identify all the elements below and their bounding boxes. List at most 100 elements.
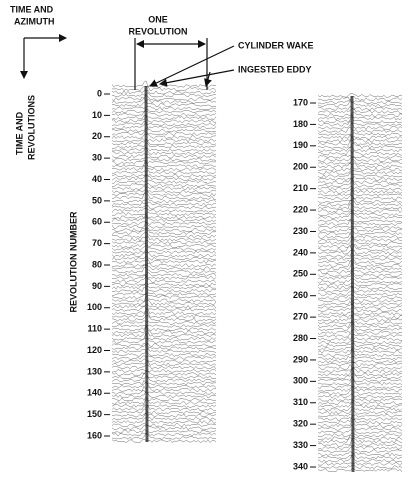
trace <box>111 390 217 399</box>
trace <box>111 120 217 127</box>
tick-label: 320 <box>293 419 308 429</box>
trace <box>317 179 403 188</box>
trace <box>111 240 217 245</box>
tick-label: 50 <box>92 195 102 205</box>
trace <box>318 96 403 102</box>
trace <box>111 295 217 303</box>
trace <box>317 200 403 207</box>
trace <box>317 270 403 278</box>
trace <box>317 372 403 380</box>
trace <box>111 90 217 95</box>
trace <box>111 227 217 232</box>
trace <box>317 139 403 146</box>
trace <box>111 221 217 229</box>
trace <box>317 197 403 204</box>
trace <box>317 419 403 428</box>
trace <box>111 114 217 124</box>
trace <box>111 235 217 242</box>
trace <box>317 244 403 249</box>
trace <box>317 165 402 172</box>
trace <box>317 451 403 457</box>
trace <box>111 80 217 88</box>
trace <box>317 143 403 150</box>
trace <box>317 355 403 361</box>
tick-label: 60 <box>92 217 102 227</box>
trace <box>111 355 217 360</box>
trace <box>111 245 217 251</box>
label: TIME AND <box>14 111 24 155</box>
trace <box>317 362 403 367</box>
trace <box>111 182 217 187</box>
trace <box>317 218 403 226</box>
trace <box>317 285 403 290</box>
trace <box>317 100 403 108</box>
trace <box>111 293 217 300</box>
trace <box>111 133 216 139</box>
trace <box>111 215 217 220</box>
label: ONE <box>148 14 168 24</box>
tick-label: 190 <box>293 140 308 150</box>
trace <box>111 208 217 213</box>
trace <box>111 221 217 226</box>
trace <box>317 461 403 466</box>
trace <box>111 248 217 255</box>
trace <box>112 429 217 434</box>
trace <box>317 202 403 210</box>
trace <box>317 389 403 396</box>
tick-label: 290 <box>293 354 308 364</box>
trace <box>317 100 403 105</box>
trace <box>317 346 403 351</box>
trace <box>111 105 217 111</box>
trace <box>111 308 217 316</box>
trace <box>111 101 217 107</box>
trace <box>317 296 403 303</box>
trace <box>317 107 402 114</box>
trace <box>317 294 403 300</box>
trace <box>111 438 217 443</box>
trace <box>317 114 403 121</box>
trace <box>111 190 217 197</box>
trace <box>317 464 403 470</box>
trace <box>317 417 403 421</box>
trace <box>317 444 403 450</box>
trace <box>111 255 217 261</box>
trace <box>317 313 403 319</box>
tick-label: 280 <box>293 333 308 343</box>
trace <box>111 252 217 258</box>
trace <box>111 408 217 415</box>
trace <box>317 219 403 223</box>
trace <box>317 347 403 354</box>
trace <box>317 194 403 201</box>
trace <box>111 214 217 223</box>
tick-label: 30 <box>92 153 102 163</box>
trace <box>317 255 403 261</box>
trace <box>317 303 403 310</box>
trace <box>111 360 217 367</box>
tick-label: 200 <box>293 162 308 172</box>
trace <box>111 325 217 335</box>
trace <box>111 92 217 98</box>
trace <box>317 132 403 136</box>
tick-label: 90 <box>92 281 102 291</box>
trace <box>317 385 403 392</box>
tick-label: 120 <box>87 345 102 355</box>
trace <box>317 402 402 409</box>
trace <box>111 331 217 338</box>
trace <box>111 385 217 392</box>
trace <box>111 404 217 408</box>
trace <box>111 211 217 216</box>
trace <box>111 320 217 325</box>
trace <box>317 384 403 390</box>
trace <box>317 437 403 444</box>
trace <box>111 324 217 328</box>
trace <box>317 399 403 406</box>
wake-band <box>350 95 355 473</box>
trace <box>111 262 217 268</box>
trace <box>111 258 217 264</box>
trace <box>111 94 217 101</box>
trace <box>318 105 403 111</box>
trace <box>317 314 403 322</box>
trace <box>317 225 403 230</box>
trace <box>317 121 403 130</box>
trace <box>317 112 403 118</box>
